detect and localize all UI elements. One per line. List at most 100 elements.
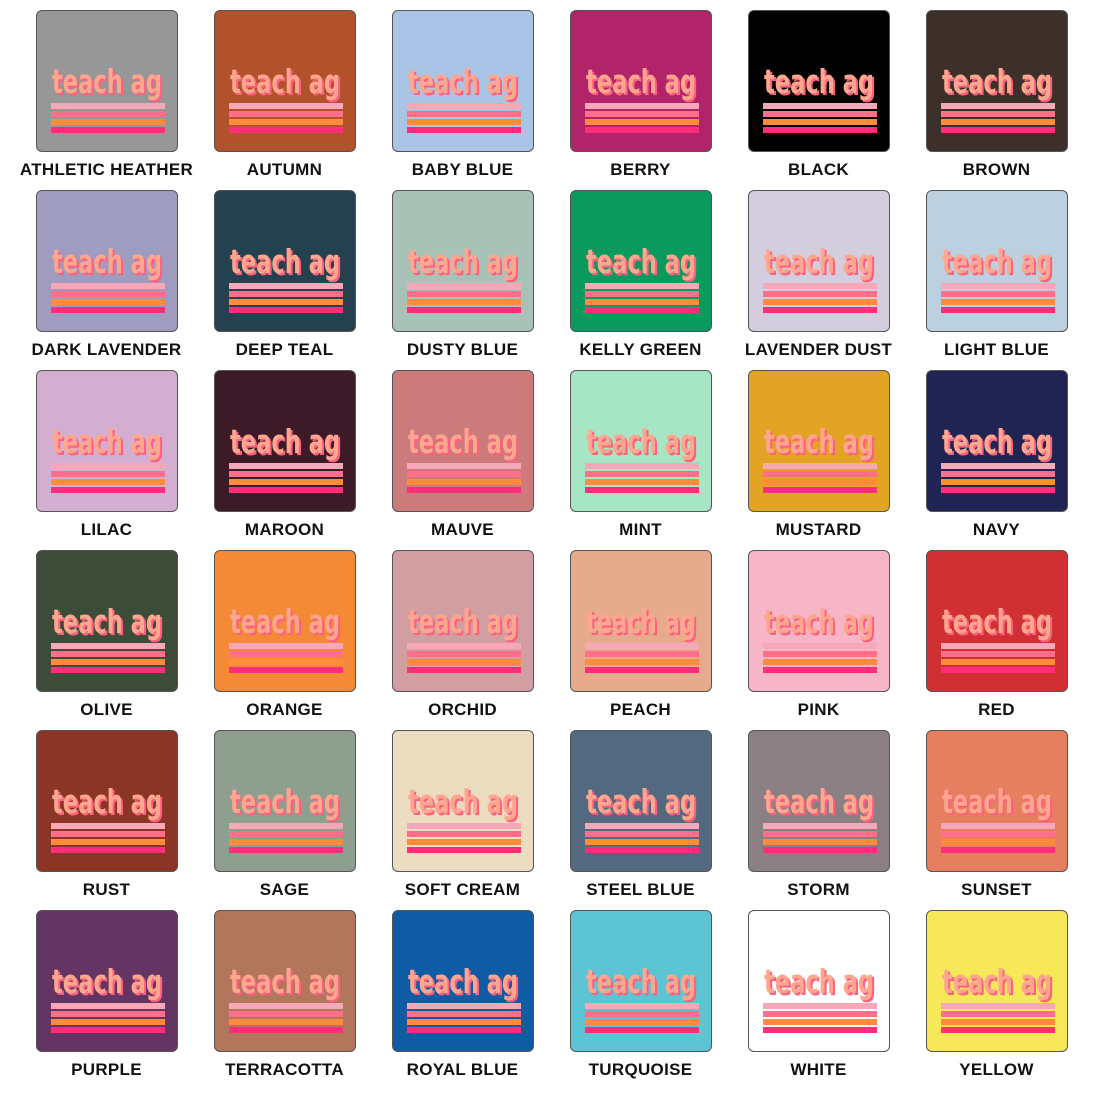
teach-ag-graphic: teach ag teach ag bbox=[50, 602, 165, 673]
color-option-orchid[interactable]: teach ag teach ag ORCHID bbox=[374, 550, 551, 730]
color-swatch-baby-blue[interactable]: teach ag teach ag bbox=[391, 10, 534, 152]
color-swatch-soft-cream[interactable]: teach ag teach ag bbox=[391, 730, 534, 872]
color-swatch-purple[interactable]: teach ag teach ag bbox=[35, 910, 178, 1052]
color-option-kelly-green[interactable]: teach ag teach ag KELLY GREEN bbox=[552, 190, 729, 370]
color-option-orange[interactable]: teach ag teach ag ORANGE bbox=[196, 550, 373, 730]
color-option-yellow[interactable]: teach ag teach ag YELLOW bbox=[908, 910, 1085, 1090]
color-option-sunset[interactable]: teach ag teach ag SUNSET bbox=[908, 730, 1085, 910]
color-swatch-yellow[interactable]: teach ag teach ag bbox=[925, 910, 1068, 1052]
design-stripe-2 bbox=[406, 471, 521, 477]
color-option-olive[interactable]: teach ag teach ag OLIVE bbox=[18, 550, 195, 730]
color-option-lilac[interactable]: teach ag teach ag LILAC bbox=[18, 370, 195, 550]
color-swatch-orange[interactable]: teach ag teach ag bbox=[213, 550, 356, 692]
teach-ag-graphic: teach ag teach ag bbox=[584, 62, 699, 133]
color-swatch-mustard[interactable]: teach ag teach ag bbox=[747, 370, 890, 512]
color-option-steel-blue[interactable]: teach ag teach ag STEEL BLUE bbox=[552, 730, 729, 910]
color-option-navy[interactable]: teach ag teach ag NAVY bbox=[908, 370, 1085, 550]
color-option-peach[interactable]: teach ag teach ag PEACH bbox=[552, 550, 729, 730]
color-swatch-sage[interactable]: teach ag teach ag bbox=[213, 730, 356, 872]
color-swatch-royal-blue[interactable]: teach ag teach ag bbox=[391, 910, 534, 1052]
color-swatch-mint[interactable]: teach ag teach ag bbox=[569, 370, 712, 512]
color-swatch-navy[interactable]: teach ag teach ag bbox=[925, 370, 1068, 512]
color-swatch-lilac[interactable]: teach ag teach ag bbox=[35, 370, 178, 512]
color-swatch-storm[interactable]: teach ag teach ag bbox=[747, 730, 890, 872]
color-swatch-kelly-green[interactable]: teach ag teach ag bbox=[569, 190, 712, 332]
color-swatch-lavender-dust[interactable]: teach ag teach ag bbox=[747, 190, 890, 332]
color-option-light-blue[interactable]: teach ag teach ag LIGHT BLUE bbox=[908, 190, 1085, 370]
color-swatch-brown[interactable]: teach ag teach ag bbox=[925, 10, 1068, 152]
color-option-purple[interactable]: teach ag teach ag PURPLE bbox=[18, 910, 195, 1090]
design-stripe-4 bbox=[50, 1027, 165, 1033]
color-label: SUNSET bbox=[961, 880, 1032, 899]
color-option-red[interactable]: teach ag teach ag RED bbox=[908, 550, 1085, 730]
design-stripe-2 bbox=[762, 831, 877, 837]
color-option-storm[interactable]: teach ag teach ag STORM bbox=[730, 730, 907, 910]
color-option-lavender-dust[interactable]: teach ag teach ag LAVENDER DUST bbox=[730, 190, 907, 370]
design-stripe-4 bbox=[762, 667, 877, 673]
color-swatch-orchid[interactable]: teach ag teach ag bbox=[391, 550, 534, 692]
color-option-maroon[interactable]: teach ag teach ag MAROON bbox=[196, 370, 373, 550]
design-stripe-2 bbox=[406, 111, 521, 117]
color-option-pink[interactable]: teach ag teach ag PINK bbox=[730, 550, 907, 730]
color-swatch-olive[interactable]: teach ag teach ag bbox=[35, 550, 178, 692]
color-swatch-rust[interactable]: teach ag teach ag bbox=[35, 730, 178, 872]
color-option-mauve[interactable]: teach ag teach ag MAUVE bbox=[374, 370, 551, 550]
color-option-terracotta[interactable]: teach ag teach ag TERRACOTTA bbox=[196, 910, 373, 1090]
color-option-mustard[interactable]: teach ag teach ag MUSTARD bbox=[730, 370, 907, 550]
design-stripe-1 bbox=[762, 1003, 877, 1009]
color-swatch-red[interactable]: teach ag teach ag bbox=[925, 550, 1068, 692]
design-stripe-3 bbox=[584, 299, 699, 305]
color-option-baby-blue[interactable]: teach ag teach ag BABY BLUE bbox=[374, 10, 551, 190]
teach-ag-graphic: teach ag teach ag bbox=[940, 422, 1055, 493]
color-label: LIGHT BLUE bbox=[944, 340, 1049, 359]
design-text: teach ag bbox=[230, 62, 340, 101]
color-option-autumn[interactable]: teach ag teach ag AUTUMN bbox=[196, 10, 373, 190]
color-swatch-steel-blue[interactable]: teach ag teach ag bbox=[569, 730, 712, 872]
color-swatch-light-blue[interactable]: teach ag teach ag bbox=[925, 190, 1068, 332]
teach-ag-design: teach ag teach ag bbox=[406, 57, 521, 135]
color-option-sage[interactable]: teach ag teach ag SAGE bbox=[196, 730, 373, 910]
color-option-brown[interactable]: teach ag teach ag BROWN bbox=[908, 10, 1085, 190]
design-text: teach ag bbox=[408, 422, 518, 461]
color-swatch-mauve[interactable]: teach ag teach ag bbox=[391, 370, 534, 512]
color-swatch-white[interactable]: teach ag teach ag bbox=[747, 910, 890, 1052]
color-swatch-autumn[interactable]: teach ag teach ag bbox=[213, 10, 356, 152]
design-stripe-4 bbox=[50, 487, 165, 493]
color-option-royal-blue[interactable]: teach ag teach ag ROYAL BLUE bbox=[374, 910, 551, 1090]
color-option-dark-lavender[interactable]: teach ag teach ag DARK LAVENDER bbox=[18, 190, 195, 370]
color-swatch-deep-teal[interactable]: teach ag teach ag bbox=[213, 190, 356, 332]
design-text-shadow: teach ag bbox=[944, 64, 1054, 103]
design-stripe-2 bbox=[50, 471, 165, 477]
color-swatch-athletic-heather[interactable]: teach ag teach ag bbox=[35, 10, 178, 152]
color-swatch-sunset[interactable]: teach ag teach ag bbox=[925, 730, 1068, 872]
color-swatch-berry[interactable]: teach ag teach ag bbox=[569, 10, 712, 152]
color-swatch-terracotta[interactable]: teach ag teach ag bbox=[213, 910, 356, 1052]
design-text-shadow: teach ag bbox=[232, 604, 342, 643]
design-stripe-1 bbox=[584, 643, 699, 649]
color-option-mint[interactable]: teach ag teach ag MINT bbox=[552, 370, 729, 550]
color-option-soft-cream[interactable]: teach ag teach ag SOFT CREAM bbox=[374, 730, 551, 910]
color-option-black[interactable]: teach ag teach ag BLACK bbox=[730, 10, 907, 190]
color-option-turquoise[interactable]: teach ag teach ag TURQUOISE bbox=[552, 910, 729, 1090]
color-swatch-pink[interactable]: teach ag teach ag bbox=[747, 550, 890, 692]
color-option-deep-teal[interactable]: teach ag teach ag DEEP TEAL bbox=[196, 190, 373, 370]
design-stripe-3 bbox=[50, 1019, 165, 1025]
color-option-rust[interactable]: teach ag teach ag RUST bbox=[18, 730, 195, 910]
design-stripe-3 bbox=[406, 1019, 521, 1025]
teach-ag-design: teach ag teach ag bbox=[228, 417, 343, 495]
color-swatch-maroon[interactable]: teach ag teach ag bbox=[213, 370, 356, 512]
color-swatch-black[interactable]: teach ag teach ag bbox=[747, 10, 890, 152]
color-option-dusty-blue[interactable]: teach ag teach ag DUSTY BLUE bbox=[374, 190, 551, 370]
color-option-athletic-heather[interactable]: teach ag teach ag ATHLETIC HEATHER bbox=[18, 10, 195, 190]
design-stripe-2 bbox=[584, 471, 699, 477]
color-swatch-dusty-blue[interactable]: teach ag teach ag bbox=[391, 190, 534, 332]
color-swatch-turquoise[interactable]: teach ag teach ag bbox=[569, 910, 712, 1052]
color-label: STORM bbox=[787, 880, 850, 899]
color-option-berry[interactable]: teach ag teach ag BERRY bbox=[552, 10, 729, 190]
color-swatch-dark-lavender[interactable]: teach ag teach ag bbox=[35, 190, 178, 332]
color-option-white[interactable]: teach ag teach ag WHITE bbox=[730, 910, 907, 1090]
design-stripe-1 bbox=[228, 283, 343, 289]
teach-ag-graphic: teach ag teach ag bbox=[940, 962, 1055, 1033]
design-stripe-1 bbox=[228, 643, 343, 649]
color-swatch-peach[interactable]: teach ag teach ag bbox=[569, 550, 712, 692]
